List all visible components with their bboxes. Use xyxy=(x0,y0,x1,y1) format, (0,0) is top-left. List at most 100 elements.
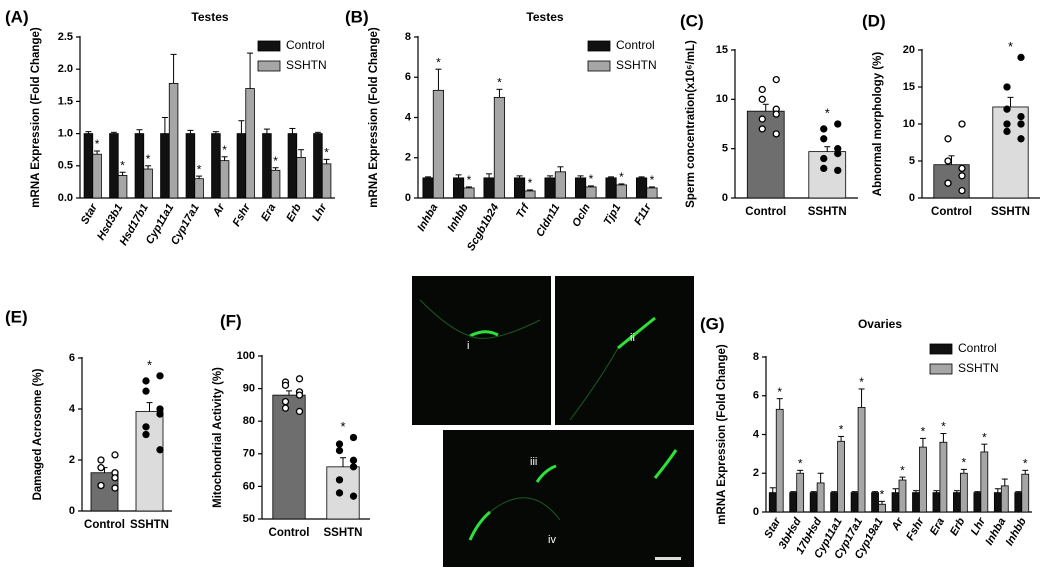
legend-swatch xyxy=(929,363,953,375)
data-point xyxy=(281,404,290,412)
data-point xyxy=(834,166,842,175)
data-point xyxy=(281,381,290,389)
sperm-tail xyxy=(569,347,619,421)
y-axis-label: Sperm concentration(x10⁶/mL) xyxy=(685,40,697,208)
data-point xyxy=(820,135,828,143)
y-axis-label: mRNA Expression (Fold Change) xyxy=(716,344,728,525)
chart-panel: (D) Abnormal morphology (%) 0 5 10 15 20 Contro… xyxy=(862,11,1040,218)
data-point xyxy=(834,149,842,158)
significance-mark: * xyxy=(941,420,946,434)
data-point xyxy=(758,95,766,103)
significance-mark: * xyxy=(497,75,502,89)
y-tick-label: 6 xyxy=(69,352,75,364)
data-point xyxy=(1017,135,1025,143)
x-tick-label: SSHTN xyxy=(991,206,1030,218)
x-tick-label: SSHTN xyxy=(808,206,847,218)
legend-swatch xyxy=(257,40,281,52)
data-point xyxy=(111,451,119,459)
bar xyxy=(1014,492,1023,513)
bar xyxy=(1000,485,1009,513)
bar xyxy=(483,177,495,199)
data-point xyxy=(958,172,966,180)
significance-mark: * xyxy=(589,172,594,186)
y-axis-label: Abnormal morphology (%) xyxy=(872,52,884,197)
bar xyxy=(160,133,170,199)
significance-mark: * xyxy=(962,456,967,470)
data-point xyxy=(349,456,358,464)
data-point xyxy=(1003,105,1011,113)
bar xyxy=(219,160,230,199)
significance-mark: * xyxy=(324,146,329,160)
x-tick-label: Fshr xyxy=(231,201,254,228)
bar xyxy=(109,133,119,199)
y-tick-label: 0 xyxy=(909,192,915,204)
data-point xyxy=(1017,53,1025,62)
x-tick-label: Era xyxy=(259,202,278,223)
significance-mark: * xyxy=(120,158,125,172)
y-axis-label: Damaged Acrosome (%) xyxy=(32,368,44,500)
bar xyxy=(194,178,204,199)
bar xyxy=(92,153,102,199)
data-point xyxy=(1003,127,1011,136)
data-point xyxy=(772,75,780,84)
x-tick-label: Control xyxy=(931,206,972,218)
y-tick-label: 2.5 xyxy=(58,31,73,43)
y-tick-label: 0 xyxy=(722,192,728,204)
x-tick-label: Star xyxy=(79,201,100,226)
bar xyxy=(932,492,941,513)
x-tick-label: Era xyxy=(928,516,947,537)
bar xyxy=(272,394,306,520)
y-tick-label: 70 xyxy=(243,448,255,460)
data-point xyxy=(820,125,828,133)
data-point xyxy=(349,433,358,442)
significance-mark: * xyxy=(146,152,151,166)
data-point xyxy=(1003,83,1011,91)
bar xyxy=(211,133,221,199)
sperm-stain xyxy=(617,316,656,350)
data-point xyxy=(335,446,344,455)
bar xyxy=(746,110,785,199)
data-point xyxy=(758,85,766,94)
y-axis-label: Mitochondrial Activity (%) xyxy=(212,367,224,508)
bar xyxy=(270,169,281,199)
bar xyxy=(809,492,818,513)
data-point xyxy=(958,120,966,128)
data-point xyxy=(335,440,344,448)
data-point xyxy=(335,476,344,484)
significance-mark: * xyxy=(825,105,830,120)
legend-label: Control xyxy=(286,38,325,52)
significance-mark: * xyxy=(900,463,905,477)
y-tick-label: 5 xyxy=(909,155,915,167)
bar xyxy=(296,157,306,199)
bar xyxy=(321,163,332,199)
data-point xyxy=(820,164,828,173)
data-point xyxy=(142,423,150,431)
bar xyxy=(422,177,434,199)
bar xyxy=(919,446,927,513)
data-point xyxy=(295,407,304,416)
bar xyxy=(789,492,798,513)
data-point xyxy=(349,492,358,500)
bar xyxy=(574,177,587,199)
bar xyxy=(168,82,179,199)
data-point xyxy=(111,474,119,482)
data-point xyxy=(156,372,164,380)
x-tick-label: Ocln xyxy=(570,202,593,229)
x-tick-label: Erb xyxy=(948,516,968,538)
y-tick-label: 6 xyxy=(753,390,759,402)
y-tick-label: 20 xyxy=(903,44,915,56)
data-point xyxy=(97,481,105,490)
bar xyxy=(830,492,839,513)
significance-mark: * xyxy=(777,385,782,399)
micrograph-label: iv xyxy=(548,534,556,546)
x-tick-label: F11r xyxy=(632,201,654,227)
data-point xyxy=(758,125,766,133)
x-tick-label: Fshr xyxy=(904,515,927,542)
legend-swatch xyxy=(587,40,611,52)
data-point xyxy=(834,120,842,128)
data-point xyxy=(820,154,828,163)
sperm-tail xyxy=(419,299,541,339)
significance-mark: * xyxy=(340,419,345,434)
data-point xyxy=(295,391,304,399)
data-point xyxy=(142,387,150,395)
